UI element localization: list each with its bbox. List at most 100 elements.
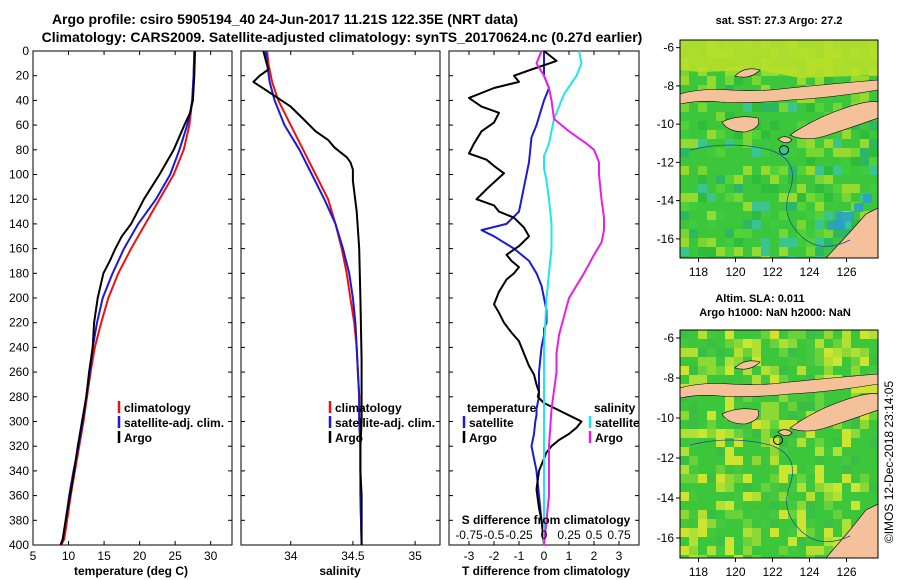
map-cell: [869, 366, 878, 375]
salinity-plot-frame: [240, 50, 441, 546]
map-cell: [860, 157, 869, 166]
map-cell: [680, 76, 689, 85]
map-cell: [689, 229, 698, 238]
map-cell: [725, 330, 734, 339]
map-cell: [833, 510, 842, 519]
map-cell: [761, 238, 770, 247]
sst-argo-position-marker: [779, 145, 789, 155]
map-cell: [734, 139, 743, 148]
map-cell: [680, 247, 689, 256]
map-cell: [815, 238, 824, 247]
map-cell: [797, 121, 806, 130]
map-cell: [824, 357, 833, 366]
x-tick-label: 30: [204, 549, 218, 563]
map-cell: [689, 546, 698, 555]
map-cell: [743, 166, 752, 175]
map-cell: [716, 447, 725, 456]
map-cell: [716, 429, 725, 438]
map-cell: [761, 402, 770, 411]
map-cell: [680, 139, 689, 148]
map-cell: [788, 402, 797, 411]
depth-tick-label: 160: [9, 242, 29, 256]
map-cell: [824, 501, 833, 510]
map-cell: [806, 501, 815, 510]
map-lon-label: 118: [689, 265, 708, 279]
sla-map-field: [680, 330, 878, 558]
map-cell: [743, 546, 752, 555]
map-cell: [680, 148, 689, 157]
map-cell: [725, 393, 734, 402]
map-cell: [680, 555, 689, 558]
s-diff-tick-label: 0.75: [607, 528, 631, 542]
map-cell: [806, 148, 815, 157]
map-cell: [698, 357, 707, 366]
sst-warm-band: [680, 40, 878, 78]
s-difference-tick-labels: -0.75 -0.5 -0.25 0 0.25 0.5 0.75: [455, 528, 631, 542]
map-cell: [842, 220, 851, 229]
map-cell: [698, 184, 707, 193]
map-cell: [770, 465, 779, 474]
map-cell: [689, 438, 698, 447]
depth-tick-labels: 0 20 40 60 80 100 120 140 160 180 200 220 240 260 280 3…: [9, 44, 29, 552]
map-cell: [752, 339, 761, 348]
map-lat-label: -8: [663, 371, 674, 385]
map-cell: [833, 166, 842, 175]
map-cell: [833, 139, 842, 148]
map-cell: [824, 528, 833, 537]
map-lat-label: -12: [657, 155, 675, 169]
map-cell: [788, 238, 797, 247]
map-cell: [770, 483, 779, 492]
map-cell: [761, 130, 770, 139]
map-cell: [851, 420, 860, 429]
map-cell: [788, 103, 797, 112]
map-cell: [752, 247, 761, 256]
map-cell: [842, 528, 851, 537]
map-cell: [815, 211, 824, 220]
map-cell: [761, 420, 770, 429]
series-line-argo: [468, 50, 583, 546]
map-cell: [734, 510, 743, 519]
map-cell: [779, 348, 788, 357]
map-cell: [734, 474, 743, 483]
map-cell: [824, 330, 833, 339]
sst-bathymetry-contour: [689, 144, 851, 247]
map-cell: [851, 483, 860, 492]
map-cell: [779, 420, 788, 429]
sst-island: [734, 68, 761, 78]
map-cell: [842, 420, 851, 429]
x-tick-label: -3: [464, 549, 475, 563]
map-cell: [869, 483, 878, 492]
map-cell: [869, 157, 878, 166]
map-cell: [707, 193, 716, 202]
map-cell: [797, 429, 806, 438]
map-lon-label: 124: [800, 565, 820, 579]
x-tick-label: 3: [616, 549, 623, 563]
map-cell: [752, 555, 761, 558]
map-cell: [743, 130, 752, 139]
map-lon-label: 124: [800, 265, 820, 279]
map-cell: [752, 202, 761, 211]
map-cell: [788, 438, 797, 447]
map-cell: [770, 411, 779, 420]
map-cell: [770, 330, 779, 339]
map-lon-label: 118: [689, 565, 708, 579]
map-cell: [707, 366, 716, 375]
map-cell: [680, 393, 689, 402]
map-cell: [788, 393, 797, 402]
map-cell: [680, 67, 689, 76]
map-cell: [698, 139, 707, 148]
temperature-axis-ticks: 5 10 15 20 25 30: [30, 50, 232, 563]
map-cell: [680, 519, 689, 528]
map-cell: [779, 238, 788, 247]
map-cell: [752, 429, 761, 438]
map-cell: [869, 121, 878, 130]
map-cell: [725, 339, 734, 348]
map-cell: [707, 519, 716, 528]
map-cell: [788, 546, 797, 555]
map-cell: [698, 175, 707, 184]
map-cell: [680, 429, 689, 438]
map-cell: [860, 420, 869, 429]
map-cell: [779, 546, 788, 555]
map-cell: [743, 202, 752, 211]
